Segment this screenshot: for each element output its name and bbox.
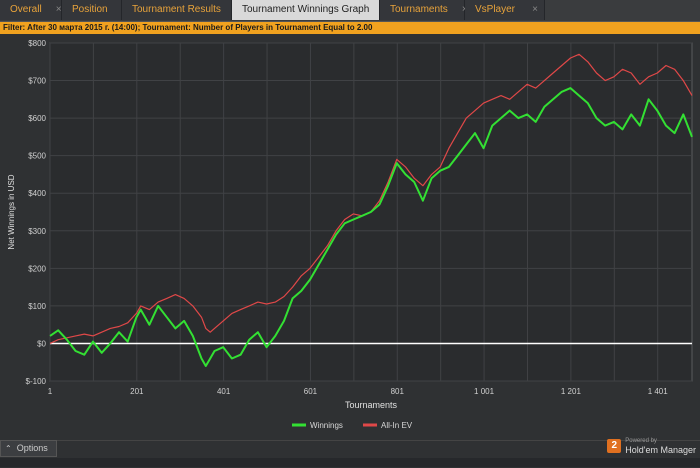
y-tick-label: $600 bbox=[28, 114, 46, 123]
powered-by-text: Powered by bbox=[625, 438, 657, 444]
tab-label: Tournaments bbox=[390, 4, 448, 15]
x-tick-label: 1 001 bbox=[474, 387, 495, 396]
y-tick-label: $-100 bbox=[26, 377, 47, 386]
tab-label: Tournament Results bbox=[132, 4, 221, 15]
close-icon[interactable]: × bbox=[532, 4, 538, 15]
chart-svg: $-100 $0 $100 $200 $300 $400 $500 $600 $700 $800 1… bbox=[7, 39, 693, 430]
y-tick-label: $700 bbox=[28, 77, 46, 86]
brand-name: Hold'em Manager bbox=[625, 445, 696, 455]
status-bar bbox=[0, 458, 700, 467]
options-button[interactable]: ⌃ Options bbox=[0, 440, 57, 457]
y-tick-label: $800 bbox=[28, 39, 46, 48]
y-tick-label: $100 bbox=[28, 302, 46, 311]
legend-label: Winnings bbox=[310, 421, 343, 430]
tab-tournament-winnings-graph[interactable]: Tournament Winnings Graph× bbox=[232, 0, 389, 20]
y-tick-label: $0 bbox=[37, 339, 46, 348]
series-line-winnings bbox=[49, 87, 693, 367]
tab-bar: Overall×Position×Tournament Results×Tour… bbox=[0, 0, 700, 22]
y-tick-label: $200 bbox=[28, 264, 46, 273]
y-tick-label: $500 bbox=[28, 152, 46, 161]
x-tick-label: 201 bbox=[130, 387, 144, 396]
y-tick-label: $400 bbox=[28, 189, 46, 198]
tab-vsplayer[interactable]: VsPlayer × bbox=[465, 0, 545, 20]
tab-label: Tournament Winnings Graph bbox=[242, 4, 370, 15]
y-axis-label: Net Winnings in USD bbox=[7, 174, 16, 249]
tab-tournaments[interactable]: Tournaments× bbox=[380, 0, 468, 20]
y-tick-label: $300 bbox=[28, 227, 46, 236]
x-axis-label: Tournaments bbox=[345, 400, 398, 410]
legend-label: All-In EV bbox=[381, 421, 413, 430]
x-tick-label: 1 bbox=[48, 387, 53, 396]
options-label: Options bbox=[16, 443, 48, 453]
chevron-up-icon: ⌃ bbox=[5, 444, 12, 453]
tab-position[interactable]: Position× bbox=[62, 0, 127, 20]
brand-logo: 2 Powered by Hold'em Manager bbox=[607, 436, 696, 456]
tab-overall[interactable]: Overall × bbox=[0, 0, 62, 20]
close-icon[interactable]: × bbox=[448, 0, 468, 20]
tab-label: VsPlayer bbox=[475, 4, 516, 15]
winnings-chart: $-100 $0 $100 $200 $300 $400 $500 $600 $700 $800 1… bbox=[0, 35, 700, 440]
x-tick-label: 1 401 bbox=[648, 387, 669, 396]
tab-tournament-results[interactable]: Tournament Results× bbox=[122, 0, 241, 20]
filter-bar: Filter: After 30 марта 2015 г. (14:00); … bbox=[0, 22, 700, 34]
tab-label: Overall bbox=[10, 4, 42, 15]
x-tick-label: 801 bbox=[391, 387, 405, 396]
x-tick-label: 601 bbox=[304, 387, 318, 396]
hm-logo-icon: 2 bbox=[607, 439, 622, 453]
filter-text: Filter: After 30 марта 2015 г. (14:00); … bbox=[3, 23, 373, 32]
close-icon[interactable]: × bbox=[55, 4, 62, 15]
x-tick-label: 401 bbox=[217, 387, 231, 396]
tab-label: Position bbox=[72, 4, 108, 15]
x-tick-label: 1 201 bbox=[561, 387, 582, 396]
